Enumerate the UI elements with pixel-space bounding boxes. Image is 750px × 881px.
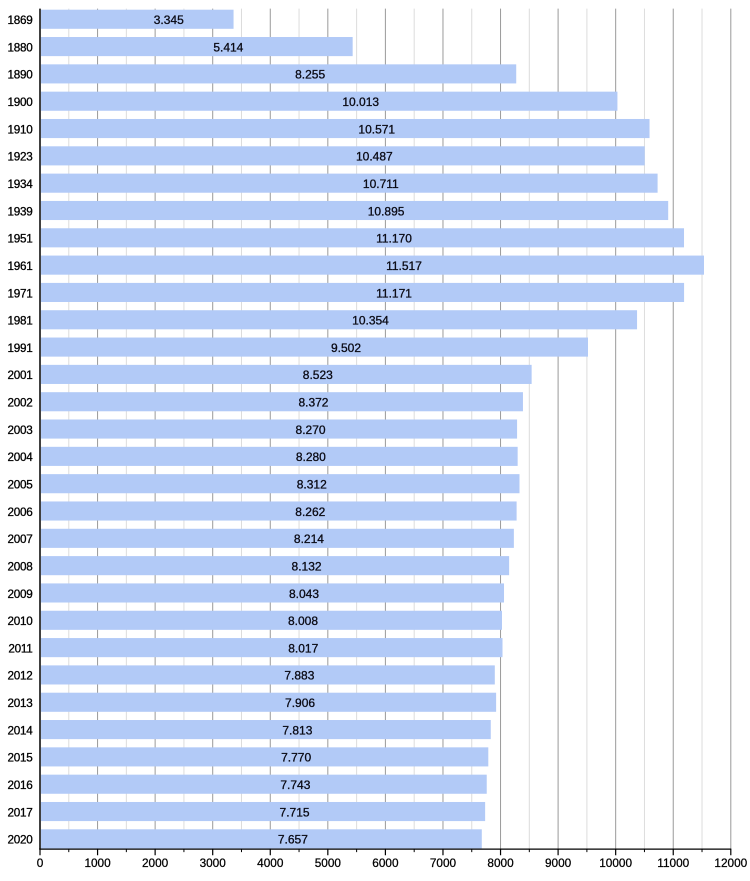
svg-text:3.345: 3.345: [154, 13, 184, 27]
svg-text:2001: 2001: [7, 369, 32, 382]
svg-text:1910: 1910: [7, 123, 33, 136]
svg-text:8.312: 8.312: [297, 477, 327, 491]
svg-text:5000: 5000: [315, 856, 342, 870]
svg-text:6000: 6000: [372, 856, 399, 870]
svg-text:1961: 1961: [7, 260, 32, 273]
svg-text:10000: 10000: [599, 856, 632, 870]
svg-text:8.017: 8.017: [288, 641, 318, 655]
svg-text:3000: 3000: [200, 856, 227, 870]
svg-text:8.270: 8.270: [296, 423, 326, 437]
svg-text:11.171: 11.171: [376, 286, 412, 300]
svg-text:7.715: 7.715: [280, 805, 310, 819]
svg-text:2006: 2006: [7, 506, 32, 519]
svg-text:10.711: 10.711: [363, 177, 399, 191]
svg-text:2016: 2016: [7, 779, 32, 792]
svg-text:1971: 1971: [7, 287, 32, 300]
svg-text:11000: 11000: [657, 856, 689, 870]
svg-text:11.170: 11.170: [376, 232, 412, 246]
svg-text:1923: 1923: [7, 151, 32, 164]
svg-text:1880: 1880: [7, 41, 33, 54]
svg-text:8.008: 8.008: [288, 614, 318, 628]
svg-text:0: 0: [37, 856, 44, 870]
svg-text:8.523: 8.523: [303, 368, 333, 382]
svg-text:8.372: 8.372: [298, 396, 328, 410]
svg-text:8.214: 8.214: [294, 532, 324, 546]
svg-text:5.414: 5.414: [213, 40, 243, 54]
svg-text:2010: 2010: [7, 615, 33, 628]
svg-text:2020: 2020: [7, 834, 33, 847]
svg-text:2008: 2008: [7, 560, 32, 573]
svg-text:2013: 2013: [7, 697, 32, 710]
svg-text:9000: 9000: [545, 856, 572, 870]
svg-text:7.906: 7.906: [285, 696, 315, 710]
svg-text:7.813: 7.813: [282, 723, 312, 737]
svg-text:1934: 1934: [7, 178, 33, 191]
svg-text:1000: 1000: [84, 856, 111, 870]
svg-text:12000: 12000: [714, 856, 747, 870]
svg-text:2005: 2005: [7, 478, 33, 491]
svg-text:2014: 2014: [7, 724, 33, 737]
svg-text:2011: 2011: [8, 642, 32, 655]
svg-text:8.262: 8.262: [295, 505, 325, 519]
svg-text:7.657: 7.657: [278, 833, 308, 847]
svg-text:7000: 7000: [430, 856, 457, 870]
svg-text:2004: 2004: [7, 451, 33, 464]
svg-text:2017: 2017: [7, 806, 32, 819]
svg-text:2009: 2009: [7, 588, 32, 601]
svg-text:10.354: 10.354: [352, 314, 389, 328]
svg-text:2012: 2012: [7, 670, 32, 683]
svg-text:1981: 1981: [7, 315, 32, 328]
svg-text:10.895: 10.895: [368, 204, 405, 218]
svg-text:10.571: 10.571: [358, 122, 395, 136]
svg-text:8.280: 8.280: [296, 450, 326, 464]
svg-text:7.770: 7.770: [281, 751, 311, 765]
svg-text:8.255: 8.255: [295, 68, 325, 82]
svg-text:7.883: 7.883: [284, 669, 314, 683]
svg-text:11.517: 11.517: [386, 259, 422, 273]
svg-text:2015: 2015: [7, 752, 33, 765]
svg-text:1951: 1951: [7, 233, 32, 246]
svg-text:10.487: 10.487: [356, 150, 393, 164]
svg-text:1900: 1900: [7, 96, 33, 109]
svg-text:1939: 1939: [7, 205, 32, 218]
svg-text:2007: 2007: [7, 533, 32, 546]
svg-text:1991: 1991: [7, 342, 32, 355]
svg-text:1890: 1890: [7, 69, 33, 82]
svg-text:4000: 4000: [257, 856, 284, 870]
svg-text:2002: 2002: [7, 397, 32, 410]
svg-text:8.043: 8.043: [289, 587, 319, 601]
svg-text:2003: 2003: [7, 424, 32, 437]
svg-text:1869: 1869: [7, 14, 32, 27]
svg-text:10.013: 10.013: [342, 95, 379, 109]
svg-text:2000: 2000: [142, 856, 169, 870]
svg-text:7.743: 7.743: [280, 778, 310, 792]
svg-text:8.132: 8.132: [292, 559, 322, 573]
svg-text:8000: 8000: [487, 856, 514, 870]
svg-text:9.502: 9.502: [331, 341, 361, 355]
